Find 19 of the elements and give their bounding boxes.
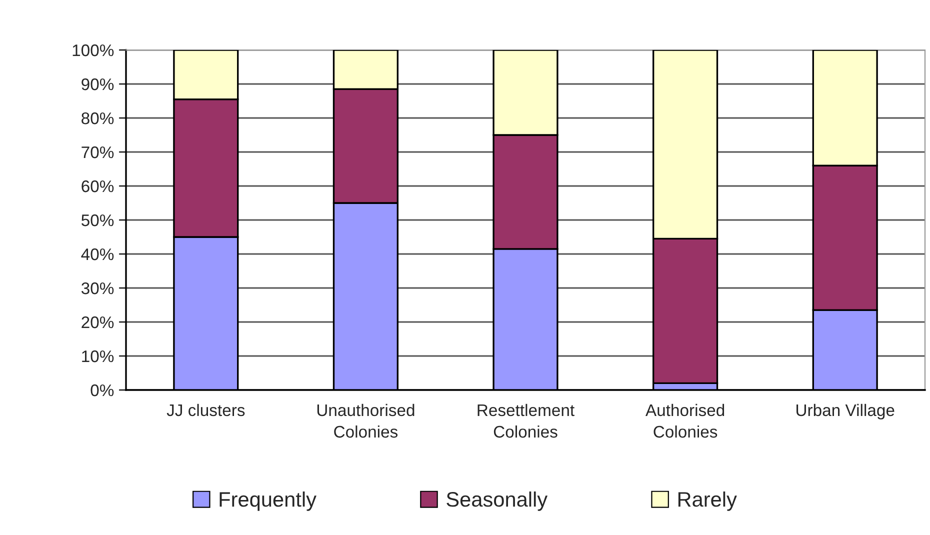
y-tick-label: 10% xyxy=(82,350,114,362)
x-tick-label: Urban Village xyxy=(796,404,894,420)
legend-label: Rarely xyxy=(678,491,737,511)
y-tick-label: 40% xyxy=(81,248,114,260)
y-tick-label: 100% xyxy=(72,44,114,56)
y-tick-label: 20% xyxy=(82,316,114,328)
y-tick-label: 80% xyxy=(82,112,114,124)
legend-label: Seasonally xyxy=(446,491,548,511)
y-tick-label: 50% xyxy=(82,214,114,226)
legend-label: Frequently xyxy=(220,491,316,511)
x-tick-label: Resettlement Colonies xyxy=(478,404,574,438)
x-tick-label: Authorised Colonies xyxy=(645,404,724,438)
y-tick-label: 60% xyxy=(82,180,114,192)
y-tick-label: 0% xyxy=(90,384,114,396)
y-tick-label: 30% xyxy=(81,282,114,294)
y-tick-label: 70% xyxy=(82,146,114,158)
x-tick-label: Unauthorised Colonies xyxy=(317,404,414,438)
x-tick-label: JJ clusters xyxy=(166,404,245,416)
y-tick-label: 90% xyxy=(82,78,114,90)
